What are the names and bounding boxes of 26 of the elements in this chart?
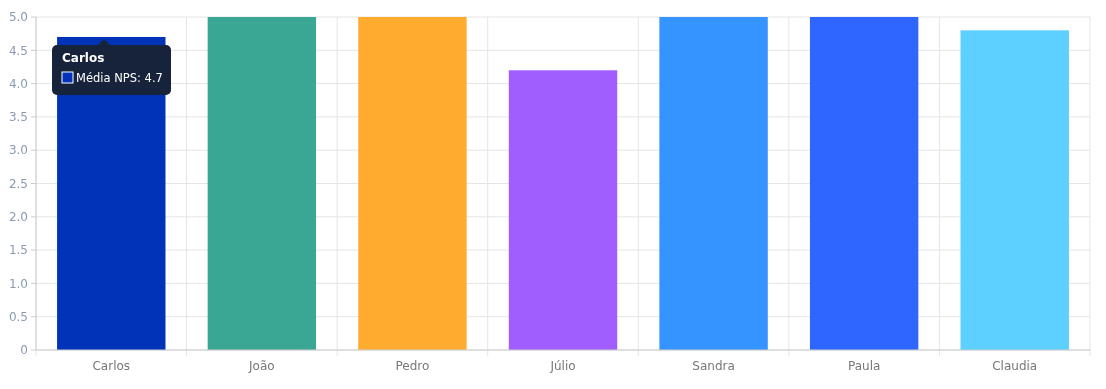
y-tick-label: 0.5 (8, 309, 28, 324)
y-tick-label: 5.0 (8, 10, 28, 25)
y-tick-label: 3.5 (8, 110, 28, 125)
bar (809, 17, 919, 350)
x-tick-label: João (248, 359, 275, 373)
y-tick-label: 4.0 (8, 76, 28, 91)
x-tick-label: Sandra (692, 359, 735, 373)
x-tick-label: Júlio (549, 359, 576, 373)
bar (508, 70, 618, 350)
y-tick-label: 4.5 (8, 43, 28, 58)
bar (358, 17, 467, 350)
annotation: Média NPS: 4.7 (76, 71, 163, 85)
x-tick-label: Carlos (92, 359, 131, 373)
y-tick-label: 1.5 (8, 243, 28, 258)
x-tick-label: Paula (847, 359, 881, 373)
bar (659, 17, 768, 350)
y-tick-label: 3.0 (8, 143, 28, 158)
y-tick-label: 0 (20, 343, 28, 358)
x-tick-label: Claudia (992, 359, 1038, 373)
bar (207, 17, 317, 350)
y-tick-label: 2.5 (8, 176, 28, 191)
annotation: Carlos (62, 51, 105, 65)
y-tick-label: 2.0 (8, 210, 28, 224)
y-tick-label: 1.0 (8, 276, 28, 291)
x-tick-label: Pedro (395, 359, 430, 373)
bar (960, 30, 1069, 350)
